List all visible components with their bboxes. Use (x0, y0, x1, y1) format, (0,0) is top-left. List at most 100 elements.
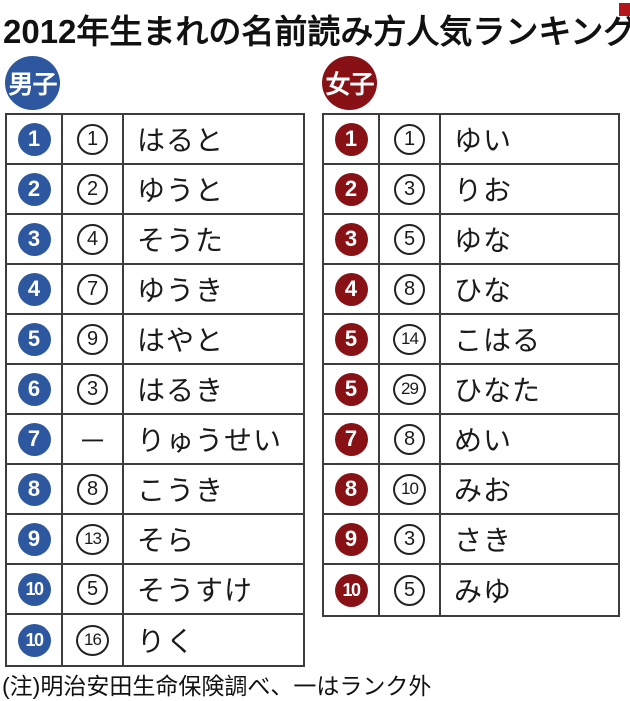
prev-rank-cell: 3 (380, 165, 441, 213)
rank-cell: 3 (324, 215, 380, 263)
table-row: 9 13 そら (7, 515, 303, 565)
prev-rank-cell: 5 (63, 565, 124, 613)
rank-badge: 2 (334, 172, 368, 206)
prev-rank-cell: 9 (63, 315, 124, 363)
rank-badge: 9 (17, 522, 51, 556)
prev-rank-cell: 3 (380, 515, 441, 563)
boys-ranking-table: 1 1 はると 2 2 ゆうと 3 4 そうた 4 7 ゆうき (5, 113, 305, 667)
name-reading: ゆうき (137, 275, 225, 306)
table-row: 10 16 りく (7, 615, 303, 665)
boys-group-badge: 男子 (5, 56, 60, 110)
rank-cell: 8 (7, 465, 63, 513)
red-corner-mark (619, 3, 630, 16)
table-row: 5 14 こはる (324, 315, 618, 365)
name-reading: そうすけ (137, 575, 254, 606)
prev-rank-circle: 7 (77, 273, 108, 305)
prev-rank-circle: 一 (81, 428, 104, 454)
rank-cell: 9 (324, 515, 380, 563)
table-row: 8 8 こうき (7, 465, 303, 515)
name-reading: ゆうと (137, 175, 225, 206)
rank-badge: 10 (17, 623, 51, 657)
prev-rank-cell: 7 (63, 265, 124, 313)
rank-badge: 6 (17, 372, 51, 406)
name-reading: さき (454, 525, 513, 556)
rank-cell: 9 (7, 515, 63, 563)
table-row: 6 3 はるき (7, 365, 303, 415)
prev-rank-circle: 16 (76, 624, 109, 656)
prev-rank-cell: 8 (63, 465, 124, 513)
prev-rank-circle: 5 (77, 573, 108, 605)
prev-rank-cell: 一 (63, 415, 124, 463)
prev-rank-cell: 13 (63, 515, 124, 563)
rank-cell: 4 (324, 265, 380, 313)
prev-rank-circle: 3 (394, 173, 425, 205)
table-row: 9 3 さき (324, 515, 618, 565)
rank-cell: 5 (324, 365, 380, 413)
rank-badge: 5 (17, 322, 51, 356)
table-row: 3 5 ゆな (324, 215, 618, 265)
boys-ranking-section: 男子 1 1 はると 2 2 ゆうと 3 4 そうた 4 7 (5, 56, 305, 667)
prev-rank-circle: 8 (394, 423, 425, 455)
rank-cell: 5 (7, 315, 63, 363)
rank-cell: 3 (7, 215, 63, 263)
rank-badge: 10 (17, 572, 51, 606)
rank-cell: 2 (324, 165, 380, 213)
prev-rank-cell: 5 (380, 565, 441, 615)
girls-group-badge: 女子 (322, 56, 377, 110)
name-reading: めい (454, 425, 513, 456)
prev-rank-cell: 3 (63, 365, 124, 413)
rank-badge: 4 (17, 272, 51, 306)
table-row: 5 9 はやと (7, 315, 303, 365)
source-note: (注)明治安田生命保険調べ、一はランク外 (2, 673, 432, 699)
name-reading: はると (137, 125, 225, 156)
name-reading: みお (454, 475, 513, 506)
prev-rank-circle: 4 (77, 223, 108, 255)
rank-badge: 10 (334, 573, 368, 607)
rank-badge: 2 (17, 172, 51, 206)
prev-rank-cell: 29 (380, 365, 441, 413)
rank-badge: 5 (334, 372, 368, 406)
prev-rank-circle: 3 (394, 523, 425, 555)
prev-rank-circle: 5 (394, 574, 425, 606)
prev-rank-cell: 1 (63, 115, 124, 163)
rank-cell: 6 (7, 365, 63, 413)
rank-badge: 5 (334, 322, 368, 356)
prev-rank-circle: 3 (77, 373, 108, 405)
table-row: 4 8 ひな (324, 265, 618, 315)
prev-rank-circle: 14 (393, 323, 426, 355)
page-title: 2012年生まれの名前読み方人気ランキング (3, 13, 630, 50)
table-row: 3 4 そうた (7, 215, 303, 265)
name-reading: ゆな (454, 225, 513, 256)
rank-cell: 4 (7, 265, 63, 313)
table-row: 7 一 りゅうせい (7, 415, 303, 465)
rank-badge: 1 (334, 122, 368, 156)
prev-rank-cell: 2 (63, 165, 124, 213)
name-reading: りお (454, 175, 513, 206)
name-reading: りく (137, 626, 196, 657)
name-reading: はやと (137, 325, 225, 356)
name-reading: みゆ (454, 576, 513, 607)
name-reading: はるき (137, 375, 225, 406)
girls-ranking-table: 1 1 ゆい 2 3 りお 3 5 ゆな 4 8 ひな (322, 113, 620, 617)
rank-cell: 8 (324, 465, 380, 513)
name-reading: こうき (137, 475, 225, 506)
prev-rank-cell: 5 (380, 215, 441, 263)
name-reading: そら (137, 525, 196, 556)
rank-cell: 10 (7, 565, 63, 613)
name-reading: ひなた (454, 375, 542, 406)
prev-rank-cell: 14 (380, 315, 441, 363)
rank-badge: 7 (17, 422, 51, 456)
prev-rank-cell: 10 (380, 465, 441, 513)
table-row: 4 7 ゆうき (7, 265, 303, 315)
prev-rank-circle: 1 (394, 123, 425, 155)
rank-cell: 1 (7, 115, 63, 163)
name-reading: ひな (454, 275, 513, 306)
rank-badge: 8 (334, 472, 368, 506)
table-row: 5 29 ひなた (324, 365, 618, 415)
prev-rank-circle: 5 (394, 223, 425, 255)
name-reading: りゅうせい (137, 425, 283, 456)
rank-badge: 3 (17, 222, 51, 256)
prev-rank-circle: 2 (77, 173, 108, 205)
table-row: 10 5 そうすけ (7, 565, 303, 615)
